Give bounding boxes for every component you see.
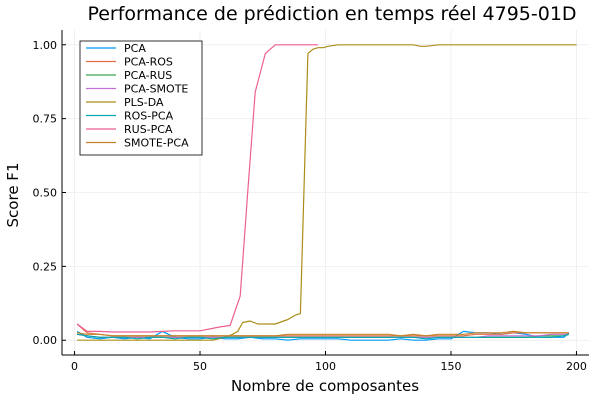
x-ticks: 0 50 100 150 200 <box>71 351 587 373</box>
chart-title: Performance de prédiction en temps réel … <box>87 3 576 25</box>
legend-entry: PCA <box>124 42 146 55</box>
series-line-ros-pca <box>77 333 570 340</box>
series-line-smote-pca <box>77 330 569 337</box>
series-lines <box>76 44 577 341</box>
series-line-rus-pca <box>76 44 318 333</box>
y-tick-label: 1.00 <box>33 39 58 52</box>
x-tick-label: 150 <box>440 360 461 373</box>
series-line-pls-da <box>77 44 577 341</box>
y-axis-label: Score F1 <box>4 163 22 228</box>
x-tick-label: 100 <box>315 360 336 373</box>
legend-entry: RUS-PCA <box>124 123 173 136</box>
x-tick-label: 50 <box>193 360 207 373</box>
legend: PCAPCA-ROSPCA-RUSPCA-SMOTEPLS-DAROS-PCAR… <box>79 40 203 156</box>
legend-entry: SMOTE-PCA <box>124 137 189 150</box>
y-ticks: 0.00 0.25 0.50 0.75 1.00 <box>33 39 66 347</box>
legend-entry: PCA-RUS <box>124 69 172 82</box>
y-tick-label: 0.75 <box>33 113 58 126</box>
y-tick-label: 0.50 <box>33 187 58 200</box>
x-tick-label: 0 <box>71 360 78 373</box>
x-axis-label: Nombre de composantes <box>231 377 419 395</box>
x-tick-label: 200 <box>566 360 587 373</box>
legend-entry: PCA-SMOTE <box>124 83 188 96</box>
y-tick-label: 0.00 <box>33 334 58 347</box>
y-tick-label: 0.25 <box>33 260 58 273</box>
legend-entry: PLS-DA <box>124 96 164 109</box>
legend-entry: PCA-ROS <box>124 56 173 69</box>
legend-entry: ROS-PCA <box>124 110 174 123</box>
legend-box <box>79 40 203 156</box>
